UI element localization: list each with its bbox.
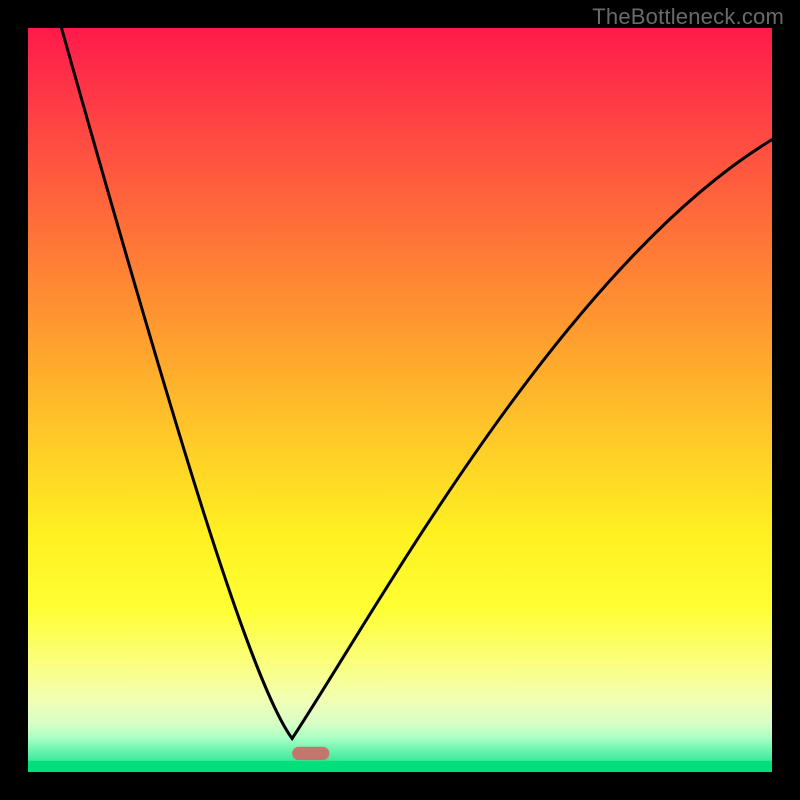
bottom-band [28,761,772,772]
optimal-point-marker [292,747,329,760]
watermark-label: TheBottleneck.com [592,4,784,30]
bottleneck-chart [28,28,772,772]
plot-area [28,28,772,772]
gradient-background [28,28,772,772]
chart-frame: TheBottleneck.com [0,0,800,800]
